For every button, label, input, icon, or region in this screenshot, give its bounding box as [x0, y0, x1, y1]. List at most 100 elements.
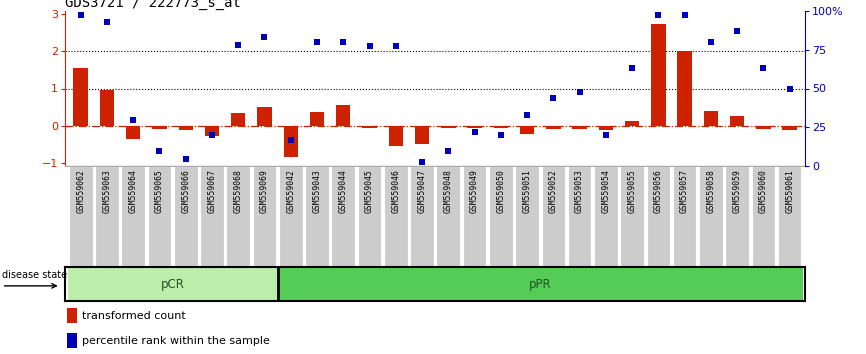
FancyBboxPatch shape	[778, 166, 801, 266]
Text: GSM559048: GSM559048	[443, 169, 453, 213]
Text: GSM559061: GSM559061	[785, 169, 794, 213]
Text: GSM559065: GSM559065	[155, 169, 164, 213]
Text: GSM559042: GSM559042	[287, 169, 295, 213]
Bar	[68, 267, 278, 301]
Text: GSM559045: GSM559045	[365, 169, 374, 213]
Text: GSM559046: GSM559046	[391, 169, 400, 213]
Text: GSM559055: GSM559055	[628, 169, 637, 213]
Bar	[152, 126, 166, 129]
Point	[730, 28, 744, 34]
Text: GSM559064: GSM559064	[129, 169, 138, 213]
Bar	[178, 126, 193, 130]
FancyBboxPatch shape	[647, 166, 670, 266]
FancyBboxPatch shape	[752, 166, 775, 266]
Text: pPR: pPR	[529, 278, 552, 291]
FancyBboxPatch shape	[436, 166, 460, 266]
Bar	[415, 126, 430, 144]
Bar	[468, 126, 481, 128]
Bar	[494, 126, 508, 128]
Text: GSM559068: GSM559068	[234, 169, 242, 213]
Text: GSM559051: GSM559051	[522, 169, 532, 213]
Bar	[651, 24, 666, 126]
Bar	[126, 126, 140, 138]
Point	[284, 137, 298, 143]
FancyBboxPatch shape	[620, 166, 644, 266]
Point	[310, 39, 324, 45]
Bar	[782, 126, 797, 130]
Bar	[677, 51, 692, 126]
Text: GSM559049: GSM559049	[470, 169, 479, 213]
Text: GSM559059: GSM559059	[733, 169, 741, 213]
Text: GSM559056: GSM559056	[654, 169, 662, 213]
Text: GSM559067: GSM559067	[208, 169, 216, 213]
Bar	[74, 68, 88, 126]
Text: GSM559052: GSM559052	[549, 169, 558, 213]
FancyBboxPatch shape	[384, 166, 408, 266]
Text: GSM559069: GSM559069	[260, 169, 269, 213]
FancyBboxPatch shape	[69, 166, 93, 266]
Text: GSM559062: GSM559062	[76, 169, 85, 213]
Point	[74, 12, 87, 18]
Bar	[520, 126, 534, 134]
Text: GSM559057: GSM559057	[680, 169, 689, 213]
FancyBboxPatch shape	[226, 166, 250, 266]
Text: percentile rank within the sample: percentile rank within the sample	[81, 336, 269, 346]
Text: pCR: pCR	[161, 278, 184, 291]
Point	[100, 19, 114, 24]
Point	[152, 148, 166, 154]
Text: GSM559054: GSM559054	[601, 169, 611, 213]
Bar	[362, 126, 377, 128]
FancyBboxPatch shape	[174, 166, 197, 266]
Point	[336, 39, 350, 45]
FancyBboxPatch shape	[673, 166, 696, 266]
Bar	[625, 121, 639, 126]
Point	[415, 159, 429, 165]
FancyBboxPatch shape	[121, 166, 145, 266]
Bar	[598, 126, 613, 130]
Point	[442, 148, 456, 154]
Point	[520, 112, 534, 118]
FancyBboxPatch shape	[253, 166, 276, 266]
FancyBboxPatch shape	[332, 166, 355, 266]
Bar	[546, 126, 560, 129]
FancyBboxPatch shape	[462, 166, 487, 266]
FancyBboxPatch shape	[305, 166, 329, 266]
Bar	[756, 126, 771, 129]
Bar	[389, 126, 403, 146]
Point	[756, 65, 770, 71]
FancyBboxPatch shape	[95, 166, 119, 266]
Point	[257, 34, 271, 40]
FancyBboxPatch shape	[515, 166, 539, 266]
Text: transformed count: transformed count	[81, 311, 185, 321]
Point	[678, 12, 692, 18]
Text: GSM559060: GSM559060	[759, 169, 768, 213]
FancyBboxPatch shape	[699, 166, 722, 266]
Text: GDS3721 / 222773_s_at: GDS3721 / 222773_s_at	[65, 0, 241, 10]
Point	[126, 117, 140, 122]
FancyBboxPatch shape	[489, 166, 513, 266]
Bar	[283, 126, 298, 157]
Bar	[257, 107, 272, 126]
Text: GSM559043: GSM559043	[313, 169, 321, 213]
Point	[704, 39, 718, 45]
Point	[205, 132, 219, 138]
Point	[625, 65, 639, 71]
FancyBboxPatch shape	[568, 166, 591, 266]
FancyBboxPatch shape	[200, 166, 223, 266]
Bar	[310, 112, 324, 126]
Text: GSM559050: GSM559050	[496, 169, 505, 213]
Bar	[730, 116, 745, 126]
Bar	[441, 126, 456, 128]
Text: GSM559047: GSM559047	[417, 169, 427, 213]
Text: GSM559053: GSM559053	[575, 169, 584, 213]
Bar	[231, 113, 245, 126]
Text: disease state: disease state	[2, 270, 67, 280]
FancyBboxPatch shape	[410, 166, 434, 266]
FancyBboxPatch shape	[279, 166, 302, 266]
FancyBboxPatch shape	[726, 166, 749, 266]
Bar	[204, 126, 219, 136]
Text: GSM559058: GSM559058	[707, 169, 715, 213]
Text: GSM559044: GSM559044	[339, 169, 348, 213]
Point	[783, 86, 797, 91]
Bar	[336, 105, 351, 126]
